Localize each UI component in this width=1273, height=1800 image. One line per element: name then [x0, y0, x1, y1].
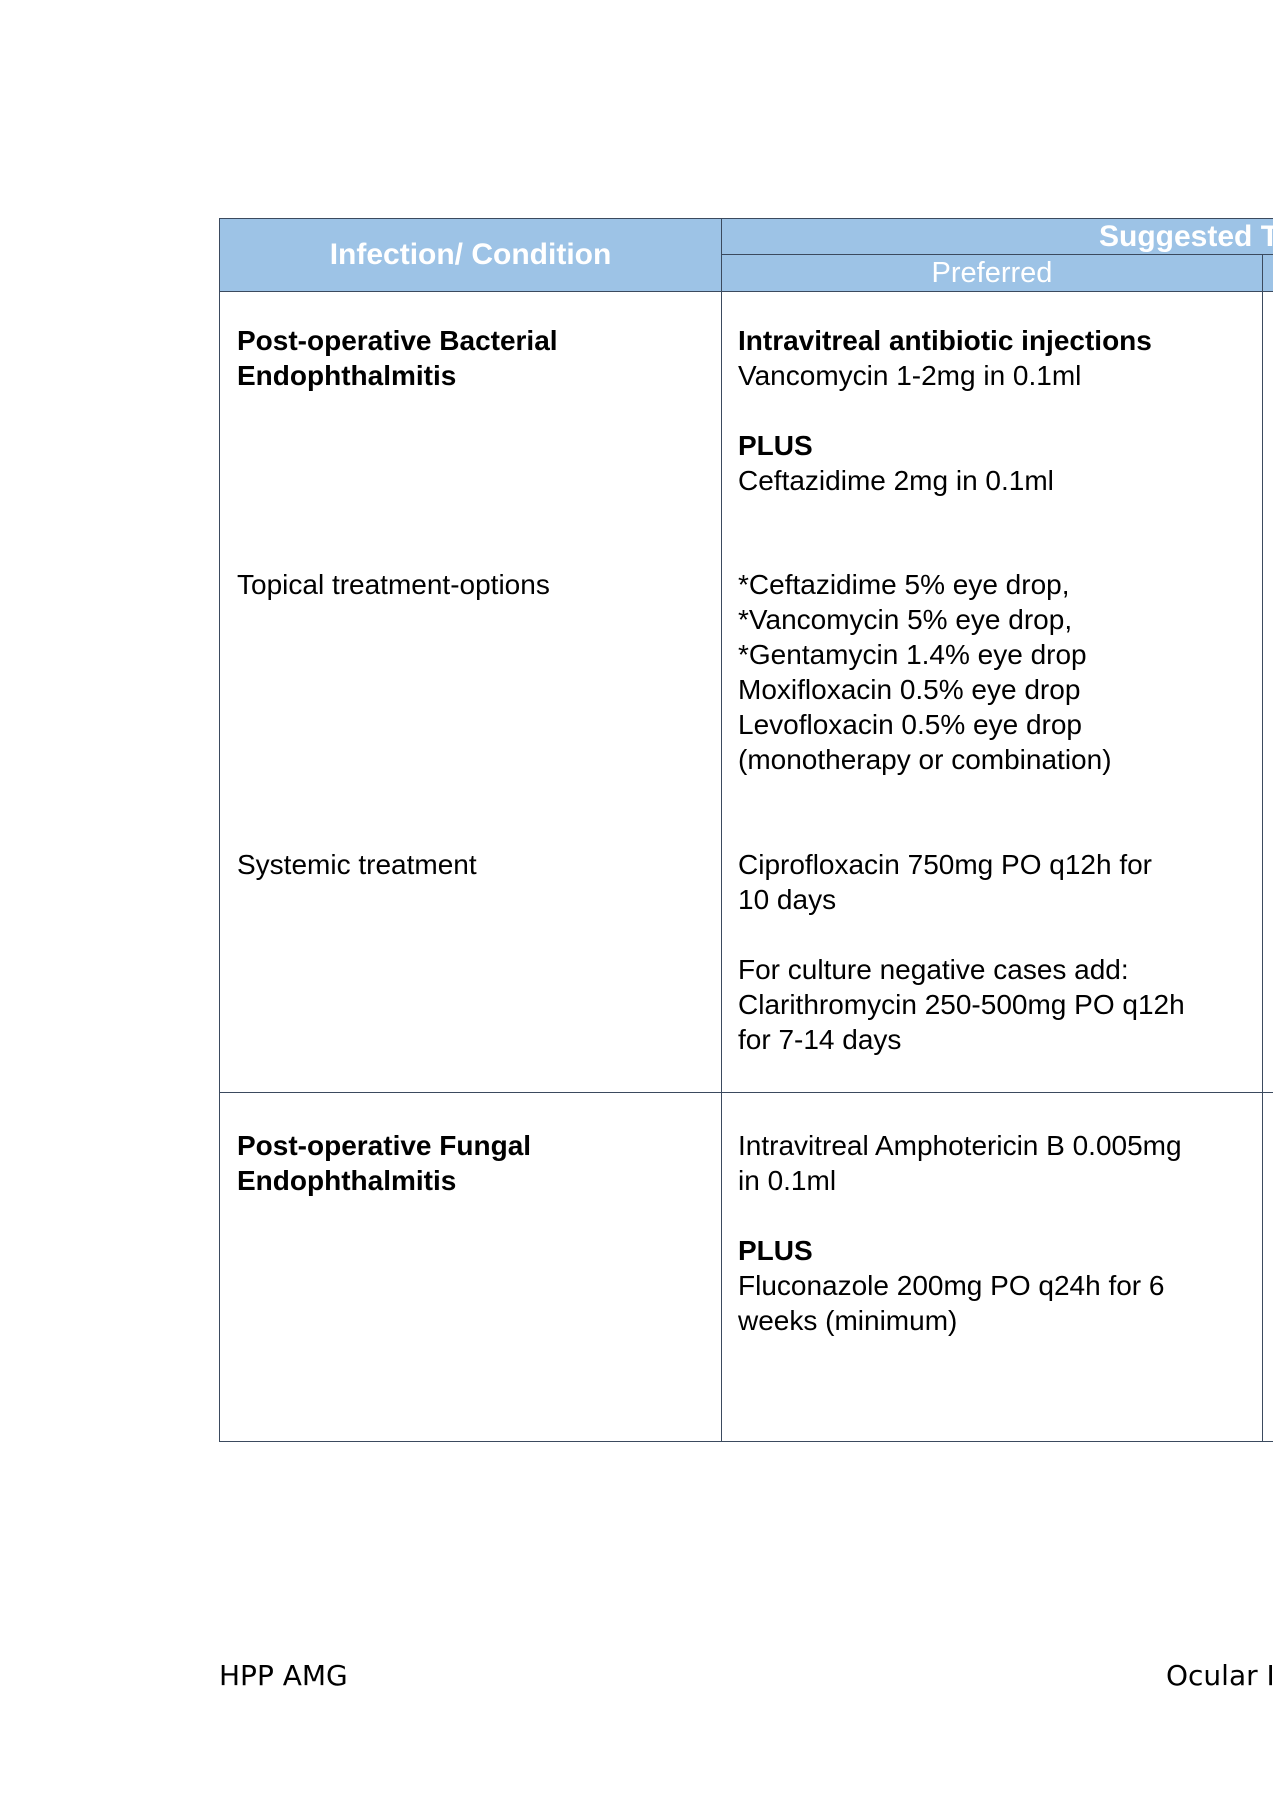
- footer-right: Ocular In: [1166, 1659, 1273, 1692]
- row-separator: [220, 1092, 1273, 1093]
- treatment-topical-line: Levofloxacin 0.5% eye drop: [738, 709, 1082, 740]
- header-condition: Infection/ Condition: [220, 219, 722, 291]
- header-preferred: Preferred: [722, 255, 1263, 291]
- treatment-systemic-line: For culture negative cases add:: [738, 954, 1129, 985]
- treatment-systemic-line: Ciprofloxacin 750mg PO q12h for: [738, 849, 1152, 880]
- condition-topical: Topical treatment-options: [237, 569, 550, 600]
- treatment-topical-line: (monotherapy or combination): [738, 744, 1112, 775]
- condition-systemic: Systemic treatment: [237, 849, 477, 880]
- treatment-plus: PLUS: [738, 430, 813, 461]
- condition-fungal-line2: Endophthalmitis: [237, 1165, 457, 1196]
- treatment-fungal-line: weeks (minimum): [738, 1305, 958, 1336]
- column-divider: [721, 292, 722, 1442]
- treatment-fungal-plus: PLUS: [738, 1235, 813, 1266]
- treatment-vancomycin: Vancomycin 1-2mg in 0.1ml: [738, 360, 1082, 391]
- condition-bacterial-line1: Post-operative Bacterial: [237, 325, 558, 356]
- row-separator: [220, 1441, 1273, 1442]
- column-divider: [1262, 292, 1263, 1442]
- treatment-table: Infection/ Condition Suggested T Preferr…: [219, 218, 1273, 1442]
- treatment-topical-line: *Gentamycin 1.4% eye drop: [738, 639, 1087, 670]
- treatment-topical-line: *Vancomycin 5% eye drop,: [738, 604, 1073, 635]
- treatment-fungal-line: Fluconazole 200mg PO q24h for 6: [738, 1270, 1165, 1301]
- table-header: Infection/ Condition Suggested T Preferr…: [220, 219, 1273, 292]
- condition-bacterial-line2: Endophthalmitis: [237, 360, 457, 391]
- treatment-topical-line: *Ceftazidime 5% eye drop,: [738, 569, 1070, 600]
- treatment-systemic-line: 10 days: [738, 884, 837, 915]
- treatment-fungal-line: Intravitreal Amphotericin B 0.005mg: [738, 1130, 1182, 1161]
- header-suggested-treatment: Suggested T: [722, 219, 1273, 255]
- footer-left: HPP AMG: [219, 1659, 348, 1692]
- treatment-intravitreal-title: Intravitreal antibiotic injections: [738, 325, 1152, 356]
- treatment-systemic-line: Clarithromycin 250-500mg PO q12h: [738, 989, 1185, 1020]
- treatment-fungal-line: in 0.1ml: [738, 1165, 837, 1196]
- treatment-ceftazidime: Ceftazidime 2mg in 0.1ml: [738, 465, 1054, 496]
- treatment-topical-line: Moxifloxacin 0.5% eye drop: [738, 674, 1081, 705]
- condition-fungal-line1: Post-operative Fungal: [237, 1130, 532, 1161]
- treatment-systemic-line: for 7-14 days: [738, 1024, 902, 1055]
